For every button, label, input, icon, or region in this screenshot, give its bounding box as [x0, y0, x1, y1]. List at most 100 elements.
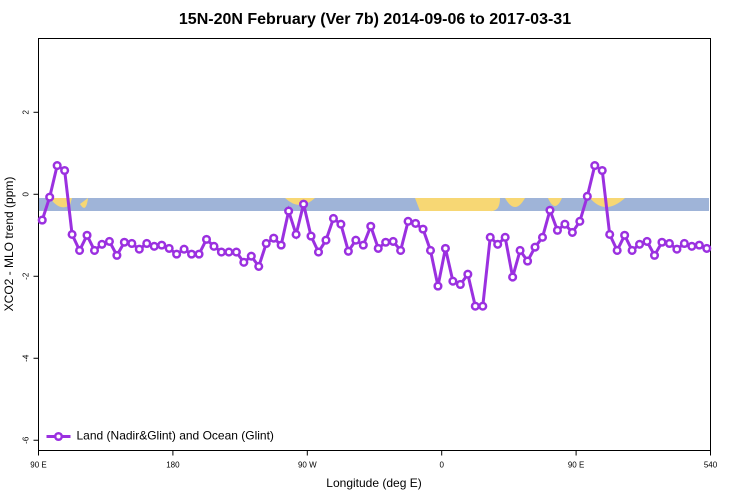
point: [381, 237, 391, 247]
point: [52, 161, 62, 171]
point: [321, 235, 331, 245]
point: [470, 301, 480, 311]
point: [649, 250, 660, 260]
point: [269, 233, 279, 243]
point: [508, 272, 518, 282]
point: [194, 249, 204, 259]
point: [605, 229, 615, 240]
point: [418, 224, 428, 234]
point: [403, 216, 413, 226]
point: [231, 247, 241, 257]
point: [224, 247, 234, 257]
point: [552, 225, 562, 235]
point: [149, 241, 159, 251]
point: [157, 240, 167, 250]
point: [254, 261, 264, 271]
x-tick-label: 540: [704, 461, 718, 470]
point: [112, 250, 122, 260]
point: [627, 245, 637, 255]
point: [702, 243, 712, 253]
plot-frame: [38, 38, 711, 451]
point: [142, 238, 152, 249]
point: [276, 240, 286, 250]
point: [358, 240, 368, 250]
point: [448, 276, 458, 286]
chart-title: 15N-20N February (Ver 7b) 2014-09-06 to …: [179, 11, 571, 28]
point: [396, 245, 406, 255]
point: [515, 245, 525, 255]
point: [687, 241, 697, 251]
point: [134, 244, 144, 254]
point: [530, 242, 540, 252]
point: [597, 165, 607, 176]
x-tick-label: 90 E: [568, 461, 584, 470]
y-axis-label: XCO2 - MLO trend (ppm): [2, 177, 16, 312]
point: [560, 219, 570, 229]
point: [500, 232, 510, 242]
point: [635, 239, 645, 249]
point: [187, 249, 197, 259]
point: [216, 247, 226, 257]
point: [246, 251, 256, 261]
point: [306, 231, 316, 241]
point: [672, 244, 682, 254]
point: [620, 230, 630, 240]
point: [642, 236, 652, 246]
point: [127, 238, 137, 249]
point: [485, 232, 495, 242]
point: [172, 249, 182, 259]
point: [313, 247, 324, 257]
y-tick-label: 2: [22, 110, 31, 115]
point: [82, 230, 92, 240]
y-tick-label: 0: [22, 192, 31, 197]
point: [537, 232, 548, 242]
point: [493, 239, 503, 249]
y-tick-label: -4: [22, 354, 31, 362]
point: [657, 237, 667, 247]
point: [336, 219, 346, 229]
point: [45, 192, 55, 202]
point: [179, 244, 189, 254]
land-ocean-mask: [39, 198, 709, 212]
point: [433, 281, 443, 291]
point: [164, 243, 174, 253]
point: [590, 161, 600, 171]
point: [679, 238, 689, 249]
point: [478, 301, 488, 311]
point: [239, 257, 249, 267]
point: [545, 205, 555, 215]
x-tick-label: 0: [439, 461, 444, 470]
point: [119, 237, 129, 247]
point: [261, 238, 271, 249]
point: [37, 215, 47, 225]
point: [60, 165, 70, 176]
point: [440, 243, 450, 253]
point: [328, 213, 338, 224]
point: [343, 246, 353, 256]
point: [351, 235, 361, 245]
point: [455, 279, 465, 290]
point: [67, 229, 77, 240]
point: [463, 269, 473, 279]
point: [97, 239, 107, 249]
point: [201, 234, 212, 244]
x-tick-label: 90 W: [298, 461, 317, 470]
legend-swatch-point: [53, 431, 64, 442]
point: [366, 221, 376, 231]
point: [388, 236, 398, 246]
point: [299, 199, 309, 209]
point: [209, 241, 219, 251]
x-tick-label: 90 E: [30, 461, 46, 470]
point: [104, 236, 114, 246]
point: [89, 245, 100, 255]
point: [664, 238, 674, 249]
point: [612, 245, 622, 255]
point: [425, 245, 436, 255]
point: [411, 218, 421, 228]
point: [582, 191, 592, 201]
point: [694, 240, 704, 250]
y-tick-label: -2: [22, 272, 31, 280]
point: [373, 243, 383, 253]
point: [567, 227, 577, 237]
